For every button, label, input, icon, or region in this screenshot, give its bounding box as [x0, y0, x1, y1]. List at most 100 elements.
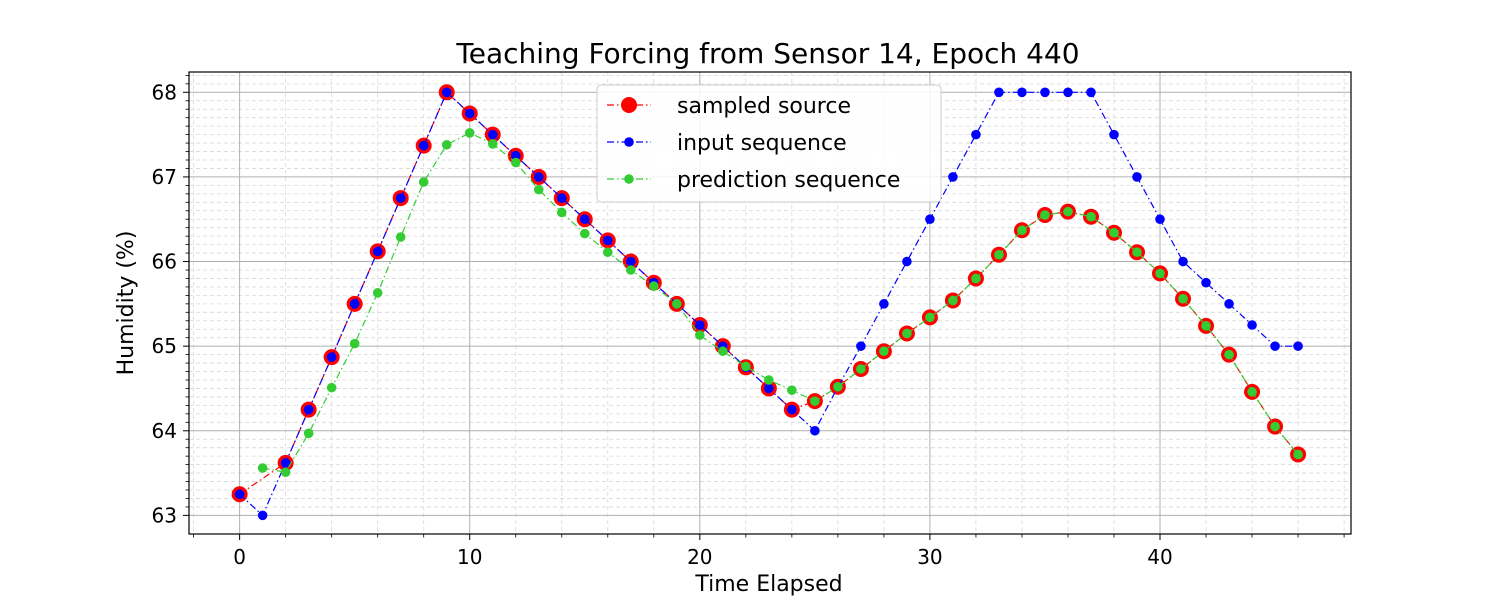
data-point — [579, 228, 590, 239]
data-point — [1247, 387, 1257, 397]
data-point — [234, 489, 245, 500]
legend: sampled source input sequence prediction s… — [596, 84, 942, 203]
data-point — [787, 385, 797, 395]
data-point — [1178, 293, 1188, 304]
data-point — [1155, 268, 1165, 279]
data-point — [257, 463, 268, 473]
data-point — [1155, 214, 1165, 225]
data-point — [303, 404, 314, 415]
data-point — [787, 404, 797, 415]
data-point — [1063, 206, 1073, 217]
data-point — [1132, 172, 1142, 182]
data-point — [902, 256, 912, 267]
data-point — [925, 214, 935, 225]
series-layer — [231, 84, 1307, 521]
data-point — [1224, 299, 1234, 309]
data-point — [464, 108, 475, 119]
axis-ticks: 0 10 20 30 40 63 64 65 66 67 68 — [152, 74, 1345, 569]
data-point — [1017, 87, 1027, 98]
data-point — [948, 172, 958, 182]
data-point — [833, 381, 843, 392]
series-prediction-sequence — [257, 128, 1303, 478]
data-point — [948, 295, 958, 306]
data-point — [1201, 321, 1211, 331]
data-point — [1270, 421, 1280, 432]
y-tick-label: 63 — [152, 503, 177, 527]
data-point — [695, 330, 705, 340]
data-point — [372, 246, 383, 257]
data-point — [1109, 129, 1119, 140]
data-point — [556, 207, 567, 218]
data-point — [418, 177, 429, 187]
major-grid — [189, 72, 1351, 534]
legend-marker — [624, 137, 634, 147]
data-point — [1224, 349, 1234, 360]
data-point — [395, 193, 406, 203]
data-point — [1086, 87, 1096, 98]
data-point — [856, 341, 866, 351]
data-point — [510, 157, 521, 168]
x-tick-label: 20 — [687, 545, 712, 569]
data-point — [902, 328, 912, 339]
series-line — [262, 132, 1299, 473]
data-point — [879, 299, 889, 309]
data-point — [1247, 320, 1257, 330]
data-point — [579, 214, 590, 225]
data-point — [1132, 247, 1142, 258]
plot-frame — [188, 71, 1352, 535]
data-point — [1040, 210, 1050, 220]
data-point — [487, 139, 498, 149]
x-axis-title: Time Elapsed — [694, 572, 842, 597]
legend-label: input sequence — [677, 131, 847, 156]
data-point — [1017, 225, 1027, 236]
data-point — [326, 352, 337, 362]
data-point — [349, 338, 360, 349]
data-point — [764, 383, 774, 394]
data-point — [764, 375, 774, 385]
data-point — [349, 299, 360, 309]
data-point — [1086, 211, 1096, 222]
x-tick-label: 40 — [1147, 545, 1172, 569]
data-point — [810, 396, 820, 406]
data-point — [418, 140, 429, 151]
data-point — [1201, 277, 1211, 288]
data-point — [971, 129, 981, 140]
data-point — [487, 129, 498, 140]
data-point — [625, 256, 636, 267]
x-tick-label: 0 — [233, 545, 246, 569]
data-point — [625, 265, 636, 275]
y-tick-label: 66 — [152, 250, 177, 274]
data-point — [1270, 341, 1280, 351]
data-point — [810, 425, 820, 436]
data-point — [971, 273, 981, 284]
x-tick-label: 30 — [917, 545, 942, 569]
data-point — [510, 150, 521, 161]
data-point — [441, 87, 452, 98]
data-point — [994, 87, 1004, 98]
data-point — [856, 364, 866, 374]
data-point — [1293, 341, 1303, 351]
data-point — [741, 361, 751, 372]
data-point — [533, 172, 544, 182]
legend-marker — [621, 97, 637, 113]
legend-label: prediction sequence — [677, 168, 900, 193]
chart-title: Teaching Forcing from Sensor 14, Epoch 4… — [455, 37, 1079, 70]
x-tick-label: 10 — [457, 545, 482, 569]
legend-box — [596, 84, 942, 203]
data-point — [303, 428, 314, 439]
data-point — [672, 299, 682, 309]
y-tick-label: 65 — [152, 334, 177, 358]
data-point — [1293, 449, 1303, 460]
data-point — [556, 193, 567, 203]
data-point — [1063, 87, 1073, 98]
data-point — [372, 288, 383, 298]
data-point — [533, 184, 544, 195]
data-point — [280, 467, 291, 478]
data-point — [718, 346, 728, 357]
y-tick-label: 64 — [152, 419, 177, 443]
data-point — [649, 281, 659, 291]
data-point — [1109, 227, 1119, 238]
legend-marker — [624, 174, 634, 184]
legend-label: sampled source — [677, 94, 851, 119]
